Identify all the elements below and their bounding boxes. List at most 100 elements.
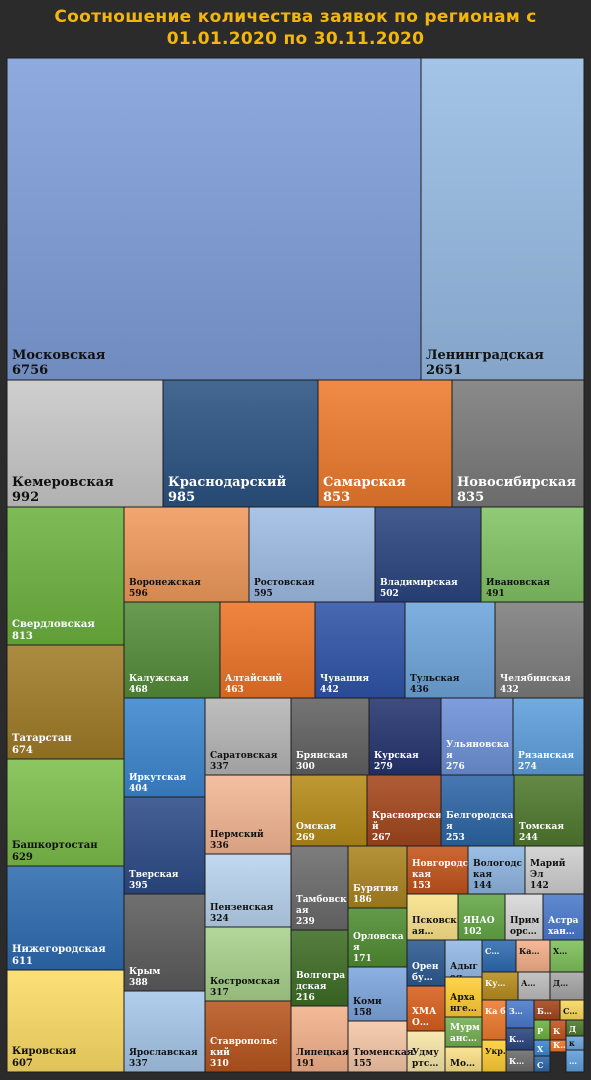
- treemap-label: Бурятия: [353, 884, 399, 894]
- treemap-value: 2651: [426, 363, 462, 378]
- treemap-label: орс…: [510, 927, 537, 937]
- treemap-label: я: [446, 822, 453, 832]
- chart-title: Соотношение количества заявок по региона…: [0, 6, 591, 50]
- treemap-label: Ивановская: [486, 578, 550, 588]
- treemap-label: Ленинградская: [426, 348, 544, 363]
- treemap-label: Кировская: [12, 1046, 77, 1057]
- treemap-label: А…: [521, 978, 536, 988]
- treemap-value: 6756: [12, 363, 48, 378]
- treemap-label: й: [372, 821, 379, 832]
- treemap-label: бу…: [412, 972, 433, 983]
- treemap-value: 337: [129, 1059, 148, 1069]
- treemap-rect: [204, 926, 292, 1002]
- treemap-rect: [6, 506, 125, 646]
- treemap-label: ая: [296, 906, 309, 916]
- treemap-rect: [219, 601, 316, 699]
- treemap-label: Укр…: [485, 1046, 511, 1056]
- treemap-label: Рязанская: [518, 751, 574, 761]
- treemap-label: ая…: [412, 927, 433, 937]
- treemap-label: к: [569, 1038, 575, 1048]
- treemap-small-cell: А…: [517, 971, 551, 1001]
- treemap-value: 279: [374, 762, 393, 772]
- treemap-rect: [457, 893, 506, 941]
- treemap-rect: [6, 379, 164, 508]
- treemap-label: Владимирская: [380, 578, 458, 588]
- treemap-label: Д: [569, 1024, 576, 1034]
- treemap-label: Х: [537, 1044, 544, 1054]
- treemap-label: Свердловская: [12, 619, 95, 630]
- treemap-rect: [347, 1020, 408, 1073]
- treemap-label: Липецкая: [296, 1048, 349, 1058]
- treemap-label: Новгородс: [412, 859, 469, 869]
- treemap-value: 502: [380, 589, 399, 599]
- treemap-label: Орловска: [353, 932, 404, 942]
- treemap-value: 463: [225, 685, 244, 695]
- treemap-label: Курская: [374, 751, 419, 761]
- treemap-value: 186: [353, 895, 372, 905]
- treemap-value: 629: [12, 852, 33, 863]
- treemap-label: анс…: [450, 1034, 477, 1044]
- treemap-value: 985: [168, 490, 195, 505]
- treemap-small-cell: К…: [505, 1049, 535, 1073]
- treemap-label: О…: [412, 1018, 429, 1028]
- treemap-label: Б…: [537, 1006, 552, 1016]
- treemap-rect: [6, 57, 422, 381]
- treemap-rect: [366, 774, 442, 847]
- treemap-label: З…: [509, 1006, 523, 1016]
- treemap-label: Нижегородская: [12, 944, 106, 955]
- treemap-value: 317: [210, 988, 229, 998]
- treemap-rect: [368, 697, 442, 776]
- treemap-cell-москва: Мо…: [444, 1046, 483, 1073]
- treemap-label: Брянская: [296, 751, 348, 761]
- treemap-rect: [123, 893, 206, 992]
- treemap-rect: [481, 939, 517, 973]
- treemap-label: Ростовская: [254, 578, 315, 588]
- treemap-label: Коми: [353, 997, 382, 1007]
- treemap-label: Астра: [548, 916, 579, 926]
- treemap-label: Челябинская: [500, 673, 571, 684]
- treemap-label: хан…: [548, 927, 575, 937]
- treemap-rect: [6, 969, 125, 1073]
- treemap-label: Мурм: [450, 1023, 480, 1033]
- treemap-small-cell: Х…: [549, 939, 585, 973]
- treemap-rect: [515, 939, 551, 973]
- treemap-label: К…: [509, 1056, 524, 1066]
- treemap-label: ртс…: [412, 1059, 438, 1069]
- treemap-label: Эл: [530, 870, 544, 880]
- treemap-rect: [406, 939, 446, 987]
- treemap-rect: [504, 893, 544, 941]
- treemap-label: Калужская: [129, 674, 189, 684]
- treemap-rect: [542, 893, 585, 941]
- treemap-label: Ку…: [485, 978, 505, 988]
- treemap-value: 813: [12, 631, 33, 642]
- treemap-label: Пермский: [210, 829, 264, 840]
- treemap-label: К…: [553, 1040, 568, 1050]
- treemap-rect: [6, 758, 125, 867]
- treemap-value: 324: [210, 914, 229, 924]
- treemap-label: дская: [296, 982, 327, 992]
- treemap-label: Тверская: [129, 870, 179, 880]
- treemap-rect: [420, 57, 585, 381]
- treemap-label: я: [353, 943, 360, 953]
- treemap-small-cell: Д: [565, 1019, 585, 1037]
- treemap-label: Алтайский: [225, 673, 282, 684]
- treemap-small-cell: С…: [481, 939, 517, 973]
- treemap-label: Воронежская: [129, 578, 201, 588]
- treemap-label: Московская: [12, 348, 106, 363]
- treemap-small-cell: Р: [533, 1019, 551, 1041]
- treemap-small-cell: С…: [559, 999, 585, 1021]
- treemap-label: Тюменская: [353, 1048, 414, 1058]
- treemap-label: К…: [509, 1034, 524, 1044]
